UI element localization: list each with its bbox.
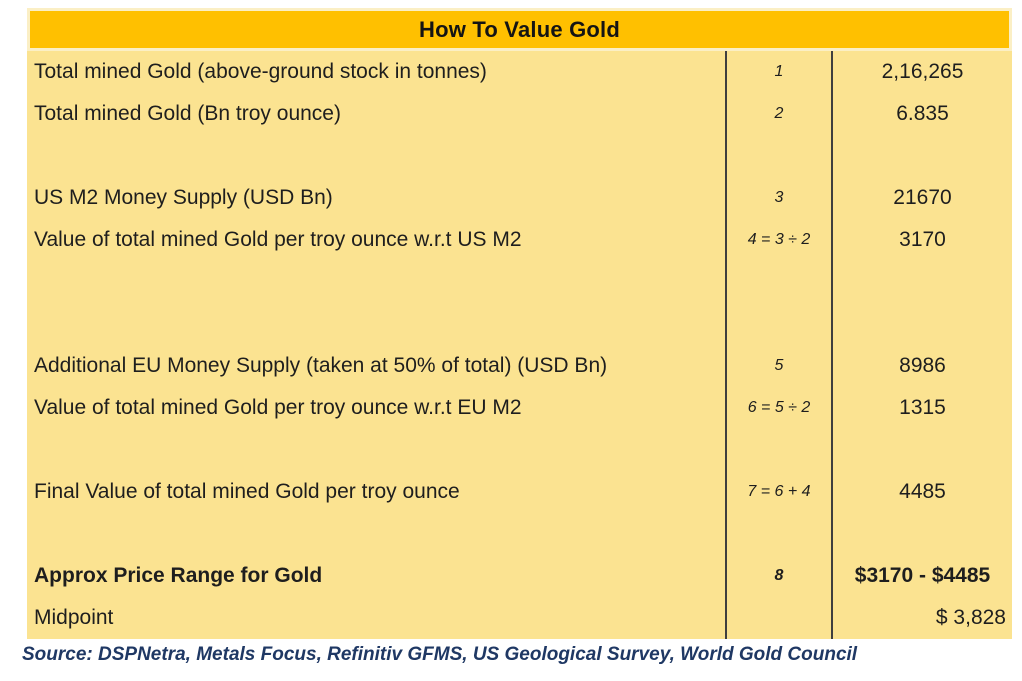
row-step-number: 8 bbox=[725, 555, 833, 597]
table-row: Midpoint $ 3,828 bbox=[27, 597, 1012, 639]
gold-valuation-table: How To Value Gold Total mined Gold (abov… bbox=[27, 8, 1012, 639]
row-label: Value of total mined Gold per troy ounce… bbox=[34, 228, 522, 251]
table-row-blank bbox=[27, 261, 1012, 303]
row-label: Total mined Gold (above-ground stock in … bbox=[34, 60, 487, 83]
table-row: Additional EU Money Supply (taken at 50%… bbox=[27, 345, 1012, 387]
table-row: Value of total mined Gold per troy ounce… bbox=[27, 219, 1012, 261]
row-value: 2,16,265 bbox=[881, 60, 964, 83]
row-label: Final Value of total mined Gold per troy… bbox=[34, 480, 460, 503]
row-label: Total mined Gold (Bn troy ounce) bbox=[34, 102, 341, 125]
row-label bbox=[27, 261, 725, 303]
table-row: Total mined Gold (above-ground stock in … bbox=[27, 51, 1012, 93]
row-value bbox=[833, 261, 1012, 303]
table-row: US M2 Money Supply (USD Bn) 3 21670 bbox=[27, 177, 1012, 219]
table-body: Total mined Gold (above-ground stock in … bbox=[27, 51, 1012, 639]
row-value bbox=[833, 135, 1012, 177]
row-value: 3170 bbox=[899, 228, 946, 251]
table-row: Final Value of total mined Gold per troy… bbox=[27, 471, 1012, 513]
row-label: Additional EU Money Supply (taken at 50%… bbox=[34, 354, 608, 377]
row-value bbox=[833, 429, 1012, 471]
row-value: 4485 bbox=[899, 480, 946, 503]
row-label bbox=[27, 303, 725, 345]
row-label: Approx Price Range for Gold bbox=[34, 564, 323, 587]
table-row-blank bbox=[27, 135, 1012, 177]
row-step-number bbox=[725, 303, 833, 345]
row-step-number bbox=[725, 429, 833, 471]
row-step-number: 4 = 3 ÷ 2 bbox=[725, 219, 833, 261]
table-row-blank bbox=[27, 429, 1012, 471]
row-label: US M2 Money Supply (USD Bn) bbox=[34, 186, 333, 209]
row-value: $ 3,828 bbox=[935, 606, 1006, 629]
source-attribution: Source: DSPNetra, Metals Focus, Refiniti… bbox=[22, 644, 858, 665]
table-title: How To Value Gold bbox=[27, 8, 1012, 51]
table-row: Value of total mined Gold per troy ounce… bbox=[27, 387, 1012, 429]
row-step-number: 2 bbox=[725, 93, 833, 135]
table-row: Approx Price Range for Gold 8 $3170 - $448… bbox=[27, 555, 1012, 597]
row-value: 6.835 bbox=[896, 102, 949, 125]
row-step-number bbox=[725, 513, 833, 555]
row-value: $3170 - $4485 bbox=[854, 564, 991, 587]
row-label bbox=[27, 513, 725, 555]
row-value: 8986 bbox=[899, 354, 946, 377]
row-value bbox=[833, 303, 1012, 345]
row-step-number: 1 bbox=[725, 51, 833, 93]
row-step-number: 3 bbox=[725, 177, 833, 219]
row-label: Midpoint bbox=[34, 606, 114, 629]
table-row-blank bbox=[27, 303, 1012, 345]
row-value bbox=[833, 513, 1012, 555]
row-step-number: 6 = 5 ÷ 2 bbox=[725, 387, 833, 429]
table-row-blank bbox=[27, 513, 1012, 555]
row-step-number bbox=[725, 597, 833, 639]
row-label bbox=[27, 135, 725, 177]
row-step-number bbox=[725, 135, 833, 177]
row-value: 1315 bbox=[899, 396, 946, 419]
row-step-number: 7 = 6 + 4 bbox=[725, 471, 833, 513]
row-value: 21670 bbox=[893, 186, 952, 209]
row-step-number bbox=[725, 261, 833, 303]
row-label bbox=[27, 429, 725, 471]
row-step-number: 5 bbox=[725, 345, 833, 387]
table-row: Total mined Gold (Bn troy ounce) 2 6.835 bbox=[27, 93, 1012, 135]
row-label: Value of total mined Gold per troy ounce… bbox=[34, 396, 522, 419]
